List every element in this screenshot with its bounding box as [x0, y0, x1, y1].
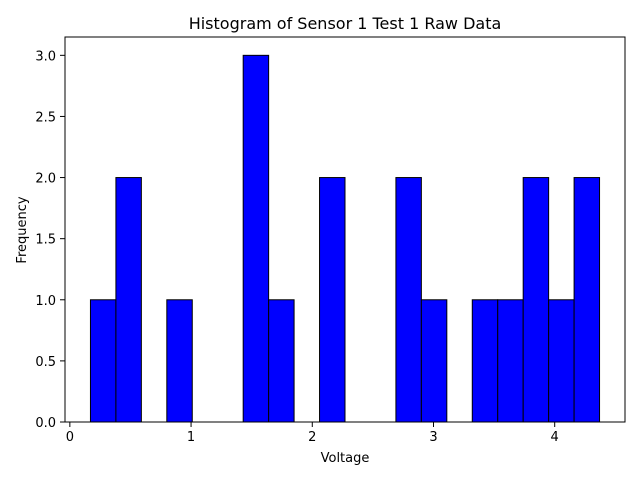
- y-axis-label: Frequency: [15, 196, 30, 263]
- histogram-bar: [115, 177, 142, 423]
- histogram-bar: [395, 177, 422, 423]
- y-tick-label: 0.0: [35, 416, 56, 431]
- x-axis-label: Voltage: [321, 451, 370, 466]
- histogram-bar: [471, 299, 499, 423]
- histogram-bar: [420, 299, 448, 423]
- histogram-bar: [497, 299, 524, 423]
- chart-title: Histogram of Sensor 1 Test 1 Raw Data: [189, 14, 502, 33]
- histogram-bar: [166, 299, 193, 423]
- x-tick-label: 0: [66, 430, 74, 445]
- x-tick-label: 1: [187, 430, 195, 445]
- histogram-bar: [268, 299, 295, 423]
- y-tick-label: 1.5: [35, 233, 56, 248]
- histogram-bar: [522, 177, 550, 423]
- y-tick-label: 2.0: [35, 172, 56, 187]
- y-tick-label: 3.0: [35, 49, 56, 64]
- histogram-bar: [242, 54, 270, 423]
- plot-frame: [64, 36, 626, 423]
- histogram-bar: [319, 177, 346, 423]
- y-tick-label: 1.0: [35, 294, 56, 309]
- y-axis-ticks: 0.0 0.5 1.0 1.5 2.0 2.5 3.0: [35, 49, 65, 431]
- x-tick-label: 4: [551, 430, 559, 445]
- histogram-bar: [573, 177, 601, 423]
- y-tick-label: 0.5: [35, 355, 56, 370]
- histogram-bar: [548, 299, 575, 423]
- y-tick-label: 2.5: [35, 110, 56, 125]
- x-tick-label: 3: [429, 430, 437, 445]
- histogram-bar: [89, 299, 117, 423]
- x-axis-ticks: 0 1 2 3 4: [66, 422, 559, 445]
- x-tick-label: 2: [308, 430, 316, 445]
- bars-group: [89, 54, 601, 423]
